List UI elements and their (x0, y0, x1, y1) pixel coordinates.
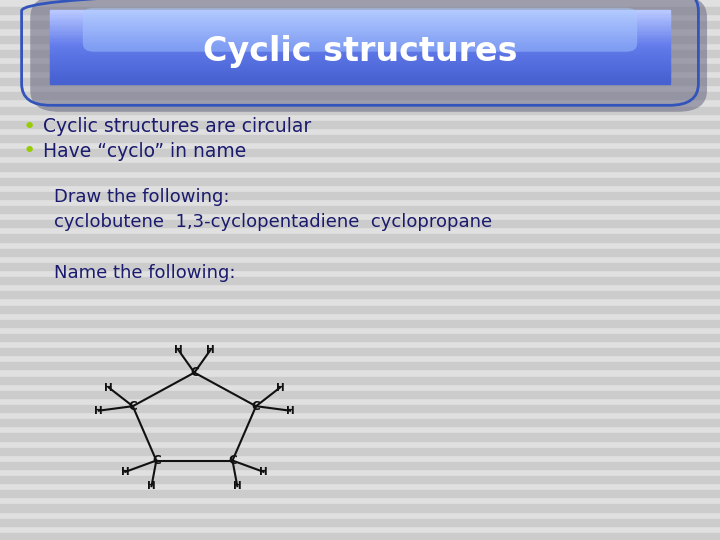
Text: H: H (94, 406, 103, 416)
Bar (0, 178, 720, 185)
Bar (0, 277, 720, 284)
Bar (0, 64, 720, 71)
Bar (50, 49, 670, 52)
Bar (0, 135, 720, 142)
Bar (50, 37, 670, 40)
Text: cyclobutene  1,3-cyclopentadiene  cyclopropane: cyclobutene 1,3-cyclopentadiene cyclopro… (54, 213, 492, 232)
Bar (0, 405, 720, 412)
Bar (50, 78, 670, 82)
Text: C: C (128, 400, 137, 413)
Bar (50, 76, 670, 79)
Bar (0, 106, 720, 114)
Bar (50, 17, 670, 21)
Bar (0, 291, 720, 299)
Bar (50, 42, 670, 45)
Bar (50, 10, 670, 13)
Bar (0, 490, 720, 497)
Bar (0, 448, 720, 455)
Bar (0, 391, 720, 398)
Bar (0, 206, 720, 213)
Bar (0, 149, 720, 156)
FancyBboxPatch shape (83, 8, 637, 52)
Bar (0, 92, 720, 99)
Bar (50, 27, 670, 30)
Bar (50, 69, 670, 71)
Bar (0, 192, 720, 199)
Bar (0, 519, 720, 526)
Bar (0, 504, 720, 511)
Text: Cyclic structures: Cyclic structures (203, 35, 517, 68)
Bar (0, 36, 720, 43)
Bar (50, 80, 670, 84)
Bar (0, 164, 720, 171)
Text: C: C (228, 454, 237, 467)
Bar (50, 15, 670, 18)
Bar (0, 362, 720, 369)
Text: Cyclic structures are circular: Cyclic structures are circular (43, 117, 312, 137)
Bar (0, 121, 720, 128)
Bar (50, 39, 670, 42)
Text: C: C (190, 366, 199, 379)
Text: H: H (233, 481, 242, 491)
Text: H: H (276, 382, 284, 393)
Bar (0, 234, 720, 241)
Bar (0, 434, 720, 441)
Bar (50, 71, 670, 74)
Text: Name the following:: Name the following: (54, 264, 235, 282)
Bar (50, 59, 670, 62)
Bar (50, 73, 670, 76)
Text: H: H (286, 406, 294, 416)
Bar (50, 32, 670, 35)
Bar (0, 462, 720, 469)
Bar (0, 21, 720, 29)
Bar (50, 66, 670, 69)
Text: H: H (206, 345, 215, 355)
Text: C: C (252, 400, 261, 413)
Bar (50, 64, 670, 67)
Bar (0, 476, 720, 483)
Text: H: H (147, 481, 156, 491)
Bar (0, 7, 720, 14)
Bar (50, 51, 670, 55)
Text: C: C (152, 454, 161, 467)
Bar (0, 334, 720, 341)
Bar (50, 44, 670, 47)
Bar (50, 54, 670, 57)
Bar (0, 376, 720, 384)
Bar (0, 306, 720, 313)
Text: Have “cyclo” in name: Have “cyclo” in name (43, 141, 246, 161)
Bar (50, 56, 670, 59)
Bar (0, 263, 720, 270)
Text: H: H (174, 345, 183, 355)
Bar (50, 30, 670, 32)
Text: H: H (104, 382, 113, 393)
Bar (50, 62, 670, 64)
Bar (0, 348, 720, 355)
Bar (50, 47, 670, 50)
Bar (0, 249, 720, 256)
Text: H: H (121, 467, 130, 477)
Bar (50, 12, 670, 16)
Bar (50, 25, 670, 28)
Text: H: H (259, 467, 268, 477)
Bar (50, 35, 670, 38)
Text: Draw the following:: Draw the following: (54, 188, 230, 206)
FancyBboxPatch shape (30, 0, 707, 112)
Bar (0, 220, 720, 227)
Bar (0, 78, 720, 85)
Text: •: • (22, 117, 35, 137)
Bar (0, 320, 720, 327)
Bar (0, 533, 720, 540)
Text: •: • (22, 141, 35, 161)
Bar (50, 20, 670, 23)
Bar (0, 419, 720, 426)
Bar (50, 22, 670, 25)
Bar (0, 50, 720, 57)
